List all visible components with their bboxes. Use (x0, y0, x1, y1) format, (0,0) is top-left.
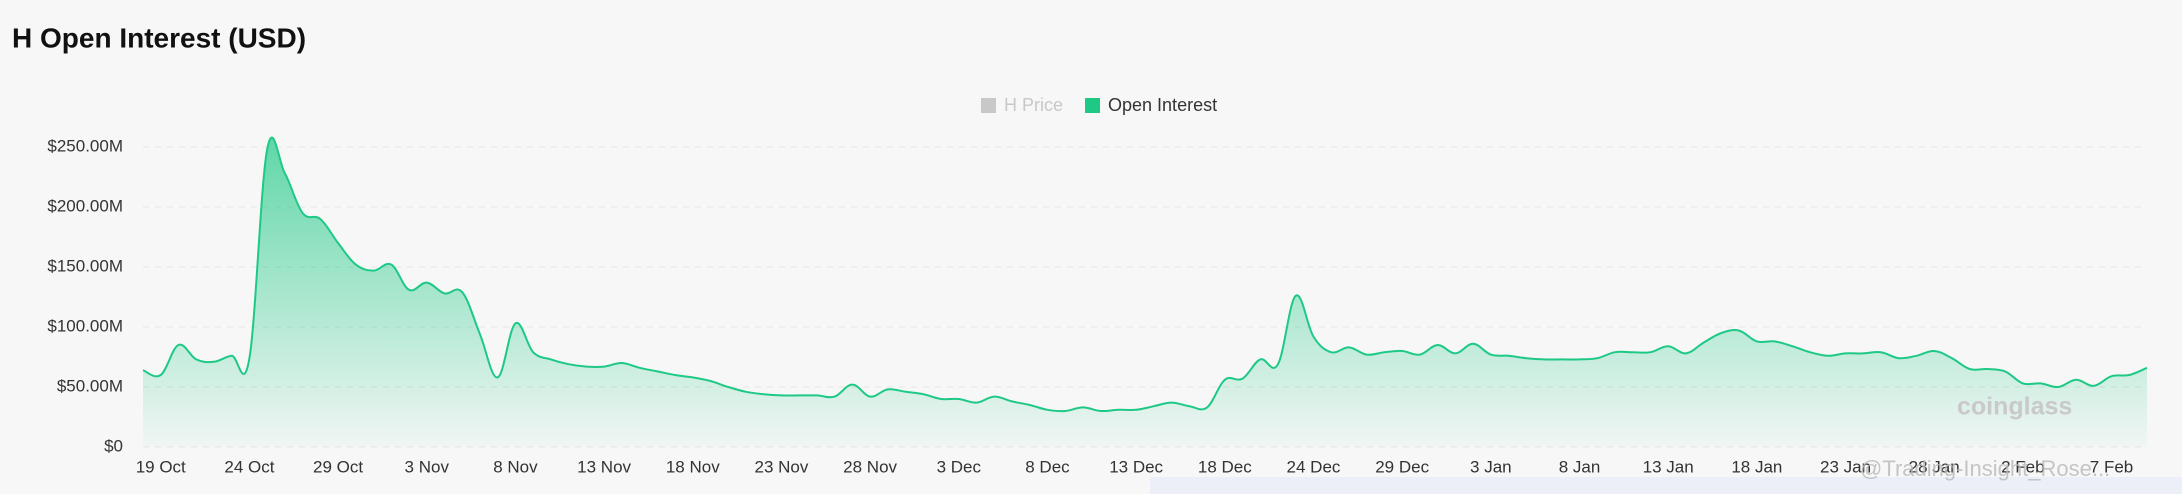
x-tick-label: 13 Jan (1643, 457, 1694, 476)
grid: $0 $50.00M $100.00M $150.00M $200.00M $250.00… (47, 136, 2147, 455)
y-tick-label: $50.00M (57, 376, 123, 395)
legend-label: Open Interest (1108, 95, 1217, 115)
x-tick-label: 24 Oct (224, 457, 274, 476)
x-tick-label: 7 Feb (2090, 457, 2133, 476)
x-tick-label: 8 Jan (1559, 457, 1601, 476)
legend-swatch (981, 98, 996, 113)
bottom-strip (1150, 477, 2182, 494)
x-tick-label: 29 Dec (1375, 457, 1429, 476)
legend: H Price Open Interest (981, 95, 1217, 115)
x-tick-label: 8 Nov (493, 457, 538, 476)
x-tick-label: 19 Oct (136, 457, 186, 476)
x-tick-label: 13 Dec (1109, 457, 1163, 476)
y-tick-label: $250.00M (47, 136, 123, 155)
x-tick-label: 28 Jan (1909, 457, 1960, 476)
legend-swatch (1085, 98, 1101, 113)
x-tick-label: 29 Oct (313, 457, 363, 476)
y-tick-label: $200.00M (47, 196, 123, 215)
x-tick-label: 23 Nov (755, 457, 809, 476)
x-tick-label: 18 Jan (1731, 457, 1782, 476)
x-tick-label: 3 Jan (1470, 457, 1512, 476)
x-tick-label: 23 Jan (1820, 457, 1871, 476)
x-tick-label: 8 Dec (1025, 457, 1070, 476)
x-tick-label: 18 Nov (666, 457, 720, 476)
x-axis: 19 Oct 24 Oct 29 Oct 3 Nov 8 Nov 13 Nov 18 Nov… (136, 457, 2134, 476)
x-tick-label: 2 Feb (2001, 457, 2044, 476)
x-tick-label: 18 Dec (1198, 457, 1252, 476)
watermark: coinglass (1957, 393, 2072, 421)
line (142, 136, 2148, 413)
credit-watermark: @Trading-Insight_Rose... (1860, 456, 2110, 481)
y-tick-label: $0 (104, 436, 123, 455)
x-tick-label: 24 Dec (1287, 457, 1341, 476)
x-tick-label: 3 Dec (937, 457, 982, 476)
x-tick-label: 3 Nov (405, 457, 450, 476)
chart-title: H Open Interest (USD) (12, 22, 306, 53)
y-tick-label: $100.00M (47, 316, 123, 335)
y-tick-label: $150.00M (47, 256, 123, 275)
x-tick-label: 13 Nov (577, 457, 631, 476)
x-tick-label: 28 Nov (843, 457, 897, 476)
legend-label: H Price (1004, 95, 1063, 115)
plot (142, 136, 2148, 447)
